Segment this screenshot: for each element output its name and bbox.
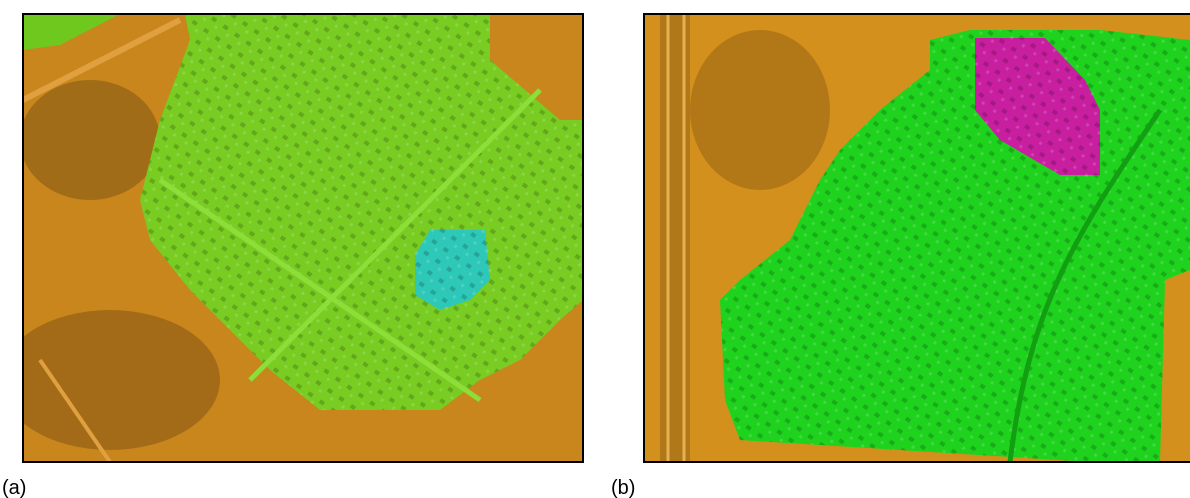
dark-vegetation (0, 310, 220, 450)
panel-b-image (644, 14, 1190, 462)
page: (a) (b) (() => { const data = JSON.parse… (0, 0, 1190, 498)
panel-label: (b) (611, 477, 635, 498)
panel-label: (a) (2, 477, 26, 498)
panel-a-image (0, 14, 583, 462)
figure: (a) (b) (0, 0, 1190, 498)
dark-vegetation (690, 30, 830, 190)
dark-vegetation (20, 80, 160, 200)
